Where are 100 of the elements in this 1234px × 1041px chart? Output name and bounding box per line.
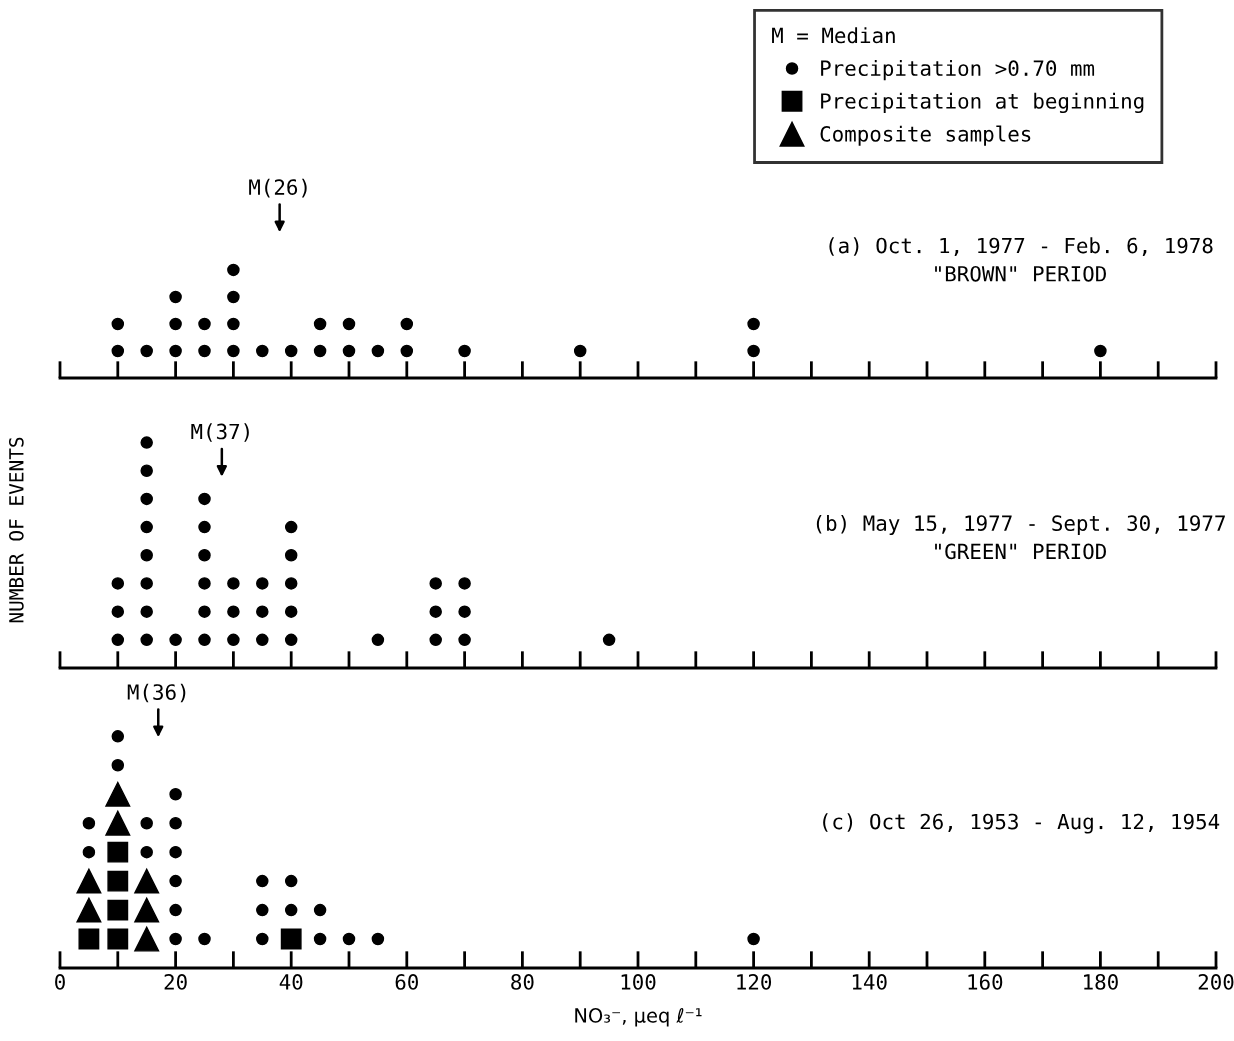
- x-tick-label: 60: [395, 974, 418, 990]
- point: [747, 932, 760, 946]
- point: [747, 317, 760, 331]
- point: [111, 605, 125, 618]
- point: [400, 317, 414, 331]
- point: [256, 344, 269, 358]
- point: [140, 577, 153, 590]
- point: [227, 263, 240, 277]
- point: [198, 344, 211, 358]
- point: [82, 845, 96, 859]
- point: [429, 605, 442, 618]
- x-tick-label: 80: [511, 974, 534, 990]
- point: [284, 520, 298, 534]
- point: [107, 841, 129, 863]
- point: [573, 344, 587, 358]
- x-tick-label: 40: [279, 974, 303, 990]
- point: [140, 549, 153, 562]
- point: [400, 344, 414, 358]
- point: [169, 845, 182, 859]
- point: [134, 926, 160, 952]
- point: [342, 317, 356, 331]
- point: [111, 633, 125, 647]
- x-tick-label: 180: [1084, 974, 1118, 990]
- legend-label: Composite samples: [820, 125, 1031, 146]
- point: [458, 577, 471, 590]
- text: M(26): [249, 178, 307, 198]
- point: [284, 577, 298, 590]
- point: [76, 868, 102, 894]
- point: [134, 897, 160, 923]
- point: [140, 816, 153, 830]
- point: [82, 816, 96, 830]
- point: [140, 492, 153, 506]
- point: [227, 633, 240, 647]
- point: [198, 633, 211, 647]
- point: [111, 577, 125, 590]
- point: [169, 317, 182, 331]
- point: [140, 605, 153, 618]
- point: [169, 787, 182, 801]
- point: [227, 317, 240, 331]
- x-tick-label: 140: [852, 974, 887, 990]
- x-tick-label: 20: [164, 974, 187, 990]
- point: [198, 549, 211, 562]
- point: [371, 344, 385, 358]
- point: [227, 344, 240, 358]
- x-tick-label: 200: [1198, 974, 1234, 990]
- point: [313, 344, 327, 358]
- point: [313, 903, 327, 917]
- point: [313, 932, 327, 946]
- point: [76, 897, 102, 923]
- point: [169, 874, 182, 888]
- point: [107, 899, 129, 921]
- point: [371, 932, 385, 946]
- x-axis-title: NO₃⁻, μeq ℓ⁻¹: [575, 1008, 702, 1027]
- point: [111, 317, 125, 331]
- point: [198, 317, 211, 331]
- point: [169, 633, 182, 647]
- point: [342, 932, 356, 946]
- legend-label: Precipitation >0.70 mm: [821, 59, 1095, 81]
- point: [169, 290, 182, 304]
- point: [284, 344, 298, 358]
- point: [169, 344, 182, 358]
- text: M(37): [191, 423, 249, 442]
- chart-title: (a) Oct. 1, 1977 - Feb. 6, 1978 "BROWN" PERIOD: [829, 237, 1213, 282]
- point: [371, 633, 385, 647]
- legend-title: M = Median: [772, 27, 895, 44]
- point: [107, 870, 129, 892]
- point: [169, 903, 182, 917]
- x-tick-label: 100: [621, 974, 656, 990]
- point: [198, 605, 211, 618]
- point: [140, 464, 153, 477]
- x-tick-label: 120: [737, 974, 772, 990]
- point: [429, 633, 442, 647]
- point: [284, 874, 298, 888]
- point: [111, 759, 125, 772]
- point: [313, 317, 327, 331]
- point: [111, 344, 125, 358]
- point: [256, 633, 269, 647]
- x-tick-label: 0: [55, 974, 65, 990]
- text: M(36): [127, 683, 186, 703]
- point: [198, 932, 211, 946]
- point: [140, 344, 153, 358]
- point: [256, 605, 269, 618]
- point: [140, 436, 153, 449]
- point: [284, 605, 298, 618]
- point: [280, 928, 302, 950]
- point: [169, 816, 182, 830]
- point: [198, 520, 211, 534]
- point: [256, 577, 269, 590]
- point: [429, 577, 442, 590]
- point: [198, 492, 211, 506]
- point: [256, 932, 269, 946]
- point: [284, 633, 298, 647]
- point: [747, 344, 760, 358]
- point: [458, 633, 471, 647]
- point: [256, 903, 269, 917]
- point: [198, 577, 211, 590]
- point: [1094, 344, 1107, 358]
- point: [140, 633, 153, 647]
- text: (c) Oct 26, 1953 - Aug. 12, 1954: [823, 813, 1220, 834]
- point: [107, 928, 129, 950]
